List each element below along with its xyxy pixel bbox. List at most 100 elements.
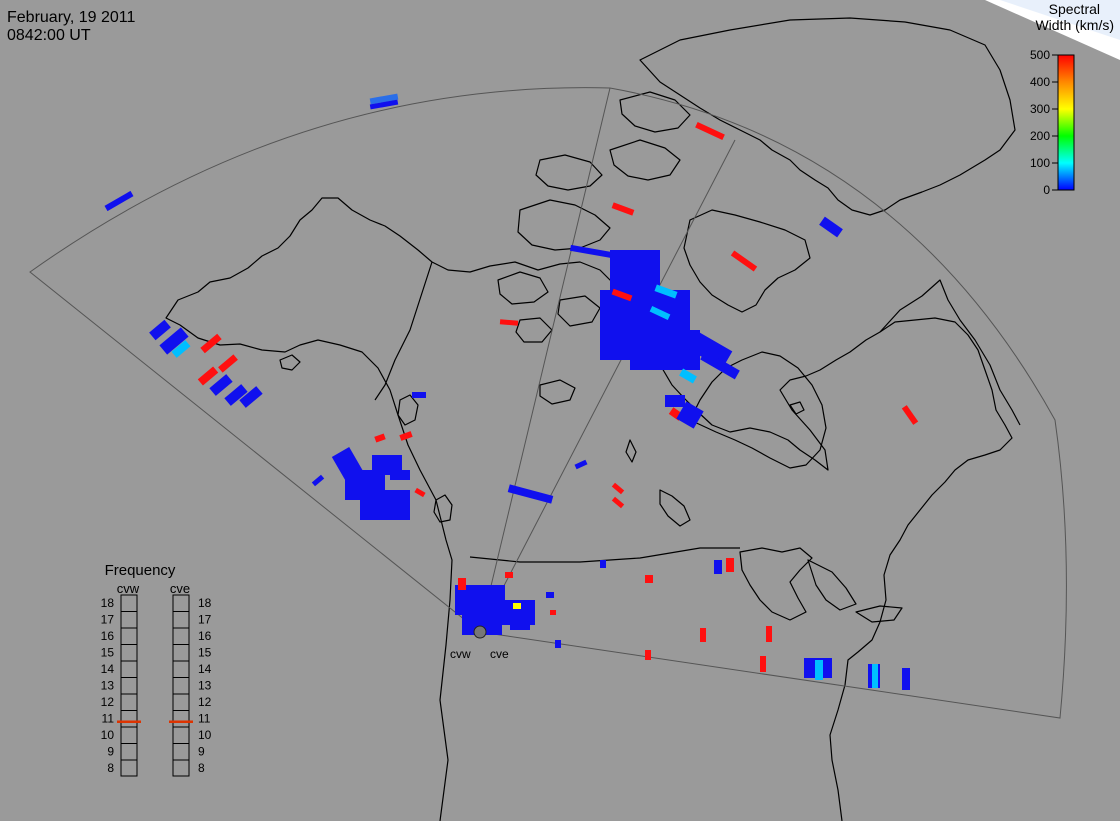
backscatter-cell	[390, 470, 410, 480]
colorbar-gradient	[1057, 54, 1075, 191]
backscatter-cell	[901, 405, 919, 425]
hudson-bay	[689, 351, 827, 469]
frequency-scale-label-right: 14	[198, 662, 212, 676]
frequency-scale-label-right: 16	[198, 629, 212, 643]
backscatter-cell	[374, 433, 386, 443]
radar-backscatter	[104, 93, 919, 690]
backscatter-cell	[695, 121, 725, 141]
frequency-scale-label-right: 17	[198, 613, 212, 627]
backscatter-cell	[555, 640, 561, 648]
backscatter-cell	[611, 496, 625, 509]
backscatter-cell	[600, 560, 606, 568]
backscatter-cell	[611, 202, 635, 216]
backscatter-cell	[414, 487, 426, 498]
time-label: 0842:00 UT	[7, 27, 91, 44]
backscatter-cell	[902, 668, 910, 690]
backscatter-cell	[513, 603, 521, 609]
backscatter-cell	[546, 592, 554, 598]
frequency-scale-label-left: 15	[101, 646, 115, 660]
frequency-label-cvw: cvw	[117, 581, 140, 596]
backscatter-cell	[360, 490, 410, 520]
backscatter-cell	[600, 290, 630, 360]
backscatter-cell	[197, 366, 219, 386]
greenland	[639, 17, 1016, 216]
frequency-scale-label-left: 18	[101, 596, 115, 610]
backscatter-cell	[239, 386, 263, 408]
fields-of-view	[29, 87, 1067, 719]
radar-label-cvw: cvw	[450, 647, 471, 661]
frequency-scale-label-left: 17	[101, 613, 115, 627]
coastlines	[165, 17, 1021, 821]
colorbar-title-line2: Width (km/s)	[1035, 17, 1114, 33]
backscatter-cell	[679, 368, 697, 384]
backscatter-cell	[149, 319, 171, 341]
radar-label-cve: cve	[490, 647, 509, 661]
great-lakes	[739, 547, 903, 623]
backscatter-cell	[159, 327, 189, 355]
pacific-islands	[279, 354, 453, 523]
backscatter-cell	[730, 250, 758, 272]
frequency-column-left	[120, 594, 138, 777]
colorbar-tick-label: 0	[1043, 183, 1050, 197]
backscatter-cell	[200, 333, 222, 354]
fov-divider-west	[479, 87, 611, 633]
backscatter-cell	[676, 401, 704, 429]
baffin-island	[683, 209, 811, 313]
colorbar-ticks: 500 400 300 200 100 0	[1030, 48, 1058, 197]
frequency-scale-label-right: 15	[198, 646, 212, 660]
backscatter-cell	[171, 340, 191, 358]
backscatter-cell	[815, 660, 823, 680]
backscatter-cell	[687, 331, 733, 369]
backscatter-cell	[507, 484, 554, 504]
backscatter-cell	[104, 190, 134, 212]
backscatter-cell	[872, 664, 878, 688]
frequency-label-cve: cve	[170, 581, 190, 596]
backscatter-cell	[760, 656, 766, 672]
backscatter-cell	[714, 560, 722, 574]
frequency-title: Frequency	[105, 562, 176, 579]
frequency-scale-label-left: 9	[107, 745, 114, 759]
backscatter-cell	[700, 628, 706, 642]
backscatter-cell	[819, 216, 843, 238]
alaska-border	[374, 261, 433, 401]
backscatter-cell	[209, 374, 233, 396]
inland-lakes	[625, 401, 805, 527]
backscatter-cell	[766, 626, 772, 642]
backscatter-cell	[224, 384, 248, 406]
colorbar-tick-label: 100	[1030, 156, 1050, 170]
radar-site-marker	[473, 625, 487, 639]
frequency-scale-label-right: 8	[198, 761, 205, 775]
backscatter-cell	[510, 620, 530, 630]
fov-divider-east	[479, 139, 736, 633]
backscatter-cell	[654, 284, 678, 299]
frequency-scale-label-left: 10	[101, 728, 115, 742]
backscatter-cell	[550, 610, 556, 615]
frequency-scale-label-right: 9	[198, 745, 205, 759]
colorbar-title-line1: Spectral	[1049, 1, 1100, 17]
colorbar-tick-label: 500	[1030, 48, 1050, 62]
backscatter-cell	[458, 578, 466, 590]
colorbar-tick-label: 300	[1030, 102, 1050, 116]
frequency-column-right	[172, 594, 190, 777]
labrador-coast	[879, 279, 1021, 426]
backscatter-cell	[611, 288, 633, 302]
backscatter-cell	[311, 474, 325, 487]
backscatter-cell	[574, 459, 588, 470]
arctic-islands	[497, 91, 691, 405]
corner-shade	[1000, 0, 1120, 40]
backscatter-cell	[399, 431, 413, 441]
frequency-scale-label-left: 16	[101, 629, 115, 643]
backscatter-cell	[505, 572, 513, 578]
frequency-scale-label-right: 13	[198, 679, 212, 693]
frequency-scale-label-left: 13	[101, 679, 115, 693]
frequency-scale-label-left: 8	[107, 761, 114, 775]
frequency-scale-label-right: 10	[198, 728, 212, 742]
frequency-scale-label-right: 12	[198, 695, 212, 709]
backscatter-cell	[665, 395, 685, 407]
colorbar-tick-label: 400	[1030, 75, 1050, 89]
fov-outline	[29, 87, 1067, 719]
backscatter-cell	[645, 650, 651, 660]
frequency-scale-label-left: 12	[101, 695, 115, 709]
